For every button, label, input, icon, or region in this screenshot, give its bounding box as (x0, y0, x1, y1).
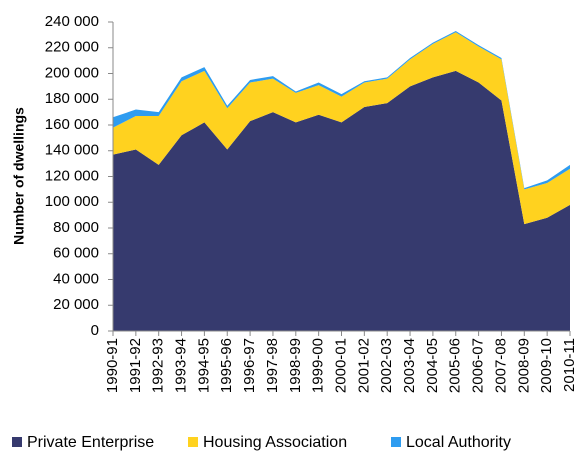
x-tick-label: 2004-05 (424, 338, 441, 393)
x-tick-label: 2008-09 (515, 338, 532, 393)
area (113, 32, 570, 225)
y-tick-label: 20 000 (53, 296, 99, 313)
x-tick-label: 1996-97 (241, 338, 258, 393)
area (113, 70, 570, 332)
x-tick-label: 1997-98 (264, 338, 281, 393)
y-tick-label: 160 000 (45, 116, 99, 133)
legend-swatch (391, 437, 401, 447)
y-tick-label: 40 000 (53, 270, 99, 287)
x-tick-label: 1991-92 (127, 338, 144, 393)
x-tick-label: 2006-07 (470, 338, 487, 393)
legend-label: Housing Association (203, 434, 347, 451)
x-tick-label: 2010-11 (561, 338, 578, 392)
x-tick-label: 2003-04 (401, 338, 418, 393)
legend-label: Private Enterprise (27, 434, 154, 451)
x-tick-label: 1998-99 (287, 338, 304, 393)
x-tick-label: 2000-01 (332, 338, 349, 393)
x-tick-label: 2007-08 (492, 338, 509, 393)
x-tick-label: 1999-00 (310, 338, 327, 393)
legend-label: Local Authority (406, 434, 511, 451)
x-tick-label: 1995-96 (218, 338, 235, 393)
y-tick-label: 60 000 (53, 245, 99, 262)
x-tick-label: 2009-10 (538, 338, 555, 393)
x-tick-label: 1994-95 (195, 338, 212, 393)
x-tick-label: 2002-03 (378, 338, 395, 393)
y-axis-label: Number of dwellings (11, 107, 27, 245)
y-tick-label: 100 000 (45, 193, 99, 210)
y-tick-label: 80 000 (53, 219, 99, 236)
x-tick-label: 1993-94 (173, 338, 190, 393)
y-tick-label: 140 000 (45, 142, 99, 159)
legend-swatch (188, 437, 198, 447)
y-tick-label: 200 000 (45, 64, 99, 81)
y-tick-label: 220 000 (45, 39, 99, 56)
x-tick-label: 1990-91 (104, 338, 121, 393)
y-tick-label: 0 (91, 322, 99, 339)
y-tick-label: 240 000 (45, 13, 99, 30)
x-tick-label: 1992-93 (150, 338, 167, 393)
legend-swatch (12, 437, 22, 447)
y-tick-label: 120 000 (45, 167, 99, 184)
y-tick-label: 180 000 (45, 90, 99, 107)
x-tick-label: 2005-06 (447, 338, 464, 393)
x-tick-label: 2001-02 (355, 338, 372, 393)
